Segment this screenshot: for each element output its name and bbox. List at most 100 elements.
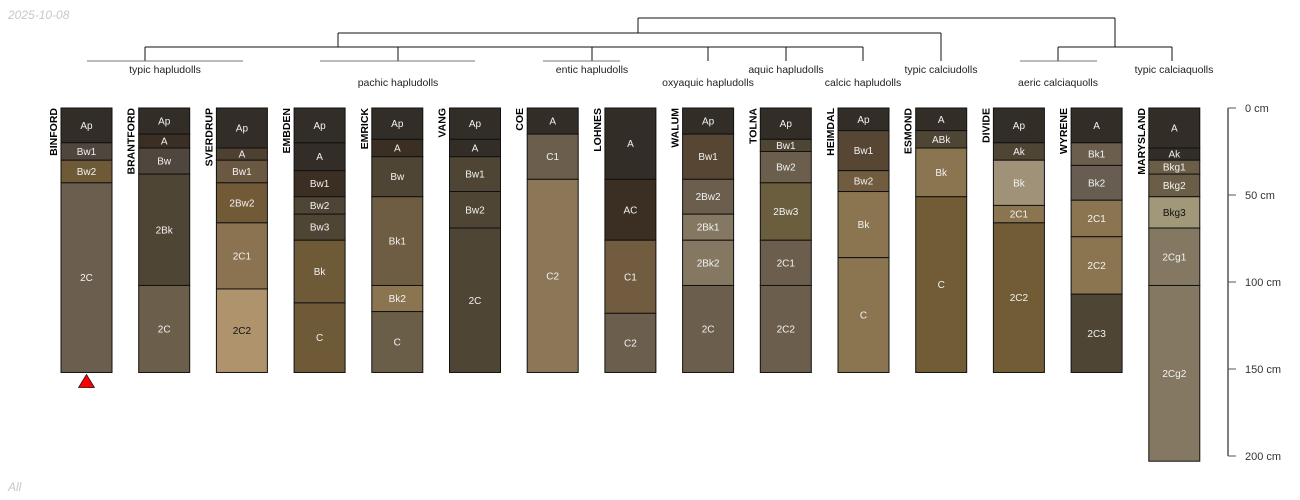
soil-profile-heimdal: HEIMDAL Ap Bw1 Bw2 Bk C [825, 107, 890, 373]
profile-name: BRANTFORD [126, 108, 138, 175]
taxon-label: aquic hapludolls [748, 64, 823, 76]
horizon-label: Bkg3 [1163, 208, 1186, 219]
taxon-label: typic hapludolls [129, 64, 201, 76]
horizon-label: AC [623, 205, 637, 216]
horizon-label: A [239, 150, 246, 161]
horizon-label: Bw1 [310, 179, 330, 190]
horizon [449, 191, 501, 229]
horizon [293, 239, 346, 304]
horizon-label: 2Cg1 [1162, 252, 1186, 263]
horizon-label: Ap [391, 119, 404, 130]
horizon [138, 147, 191, 175]
taxa-labels: typic hapludolls pachic hapludolls entic… [129, 64, 1213, 89]
horizon [215, 107, 268, 149]
horizon [992, 107, 1045, 144]
soil-profile-coe: COE A C1 C2 [514, 107, 579, 373]
axis-tick-label: 100 cm [1245, 277, 1281, 289]
horizon-label: 2Cg2 [1162, 369, 1186, 380]
horizon [1148, 227, 1201, 286]
horizon [1070, 293, 1123, 373]
horizon [371, 196, 424, 286]
horizon [1070, 107, 1123, 144]
horizon [992, 222, 1045, 373]
horizon [604, 312, 657, 373]
taxon-label: aeric calciaquolls [1018, 77, 1098, 89]
horizon [371, 284, 424, 313]
horizon-label: C [860, 311, 867, 322]
horizon-label: 2C2 [1010, 293, 1029, 304]
horizon [293, 107, 346, 144]
horizon-label: Bk [858, 220, 871, 231]
axis-tick-label: 150 cm [1245, 364, 1281, 376]
profile-name: BINFORD [48, 108, 60, 156]
footer-label: All [8, 480, 22, 494]
horizon-label: 2Bw3 [773, 207, 798, 218]
horizon-label: Ap [780, 119, 793, 130]
horizon-label: 2C1 [233, 251, 252, 262]
horizon-label: Ap [158, 117, 171, 128]
profile-name: VANG [437, 108, 449, 138]
horizon-label: 2C1 [1087, 214, 1106, 225]
horizon [1070, 236, 1123, 295]
horizon [1070, 164, 1123, 201]
horizon-label: 2C1 [1010, 210, 1029, 221]
horizon-label: A [472, 144, 479, 155]
horizon-label: 2C [158, 324, 171, 335]
horizon-label: 2C2 [1087, 261, 1106, 272]
horizon-label: Bw1 [854, 146, 874, 157]
horizon-label: Ap [1013, 121, 1026, 132]
profile-name: MARYSLAND [1136, 108, 1148, 175]
profile-name: EMBDEN [281, 108, 293, 154]
profile-name: SVERDRUP [203, 108, 215, 166]
horizon-label: C1 [624, 272, 637, 283]
soil-profile-divide: DIVIDE Ap Ak Bk 2C1 2C2 [980, 107, 1045, 373]
horizon-label: Bk [314, 267, 327, 278]
horizon [526, 178, 579, 373]
horizon-label: 2C2 [233, 326, 252, 337]
profile-name: WALUM [670, 108, 682, 148]
horizon [371, 107, 424, 140]
horizon-label: Bk2 [1088, 178, 1106, 189]
horizon [371, 311, 424, 373]
horizon-label: 2Bk2 [697, 258, 720, 269]
horizon-label: Bk [935, 168, 948, 179]
horizon [759, 239, 812, 286]
depth-axis: 0 cm 50 cm 100 cm 150 cm 200 cm [1227, 103, 1281, 463]
horizon-label: Bw2 [465, 205, 485, 216]
profile-name: COE [514, 108, 526, 131]
horizon [682, 284, 735, 373]
horizon [837, 130, 890, 172]
soil-profile-marysland: MARYSLAND A Ak Bkg1 Bkg2 Bkg3 2Cg1 2Cg2 [1136, 107, 1201, 462]
horizon-label: A [938, 115, 945, 126]
horizon-label: C1 [546, 152, 559, 163]
horizon [293, 213, 346, 241]
soil-profile-emrick: EMRICK Ap A Bw Bk1 Bk2 C [359, 107, 424, 373]
soil-profile-tolna: TOLNA Ap Bw1 Bw2 2Bw3 2C1 2C2 [747, 107, 812, 373]
horizon [60, 182, 113, 373]
horizon-label: 2Bw2 [229, 198, 254, 209]
taxon-label: typic calciudolls [905, 64, 978, 76]
soil-profile-embden: EMBDEN Ap A Bw1 Bw2 Bw3 Bk C [281, 107, 346, 373]
profile-name: TOLNA [747, 108, 759, 144]
soil-profile-esmond: ESMOND A ABk Bk C [903, 107, 968, 373]
horizon-label: Bw3 [310, 223, 330, 234]
horizon [915, 147, 968, 198]
horizon-label: Bw [157, 157, 172, 168]
horizon [215, 288, 268, 373]
horizon-label: Bw2 [77, 167, 97, 178]
soil-profile-sverdrup: SVERDRUP Ap A Bw1 2Bw2 2C1 2C2 [203, 107, 268, 373]
horizon-label: Bw2 [776, 163, 796, 174]
taxon-label: entic hapludolls [556, 64, 628, 76]
axis-tick-label: 50 cm [1245, 190, 1275, 202]
horizon [449, 107, 501, 140]
horizon-label: 2C3 [1087, 329, 1106, 340]
horizon-label: C [316, 333, 323, 344]
horizon [682, 178, 735, 215]
horizon-label: Ap [313, 121, 326, 132]
horizon [293, 170, 346, 198]
soil-profile-brantford: BRANTFORD Ap A Bw 2Bk 2C [126, 107, 191, 373]
horizon-label: Bw1 [698, 152, 718, 163]
horizon-label: A [1171, 124, 1178, 135]
horizon-label: A [161, 137, 168, 148]
horizon-label: Bw [390, 172, 405, 183]
